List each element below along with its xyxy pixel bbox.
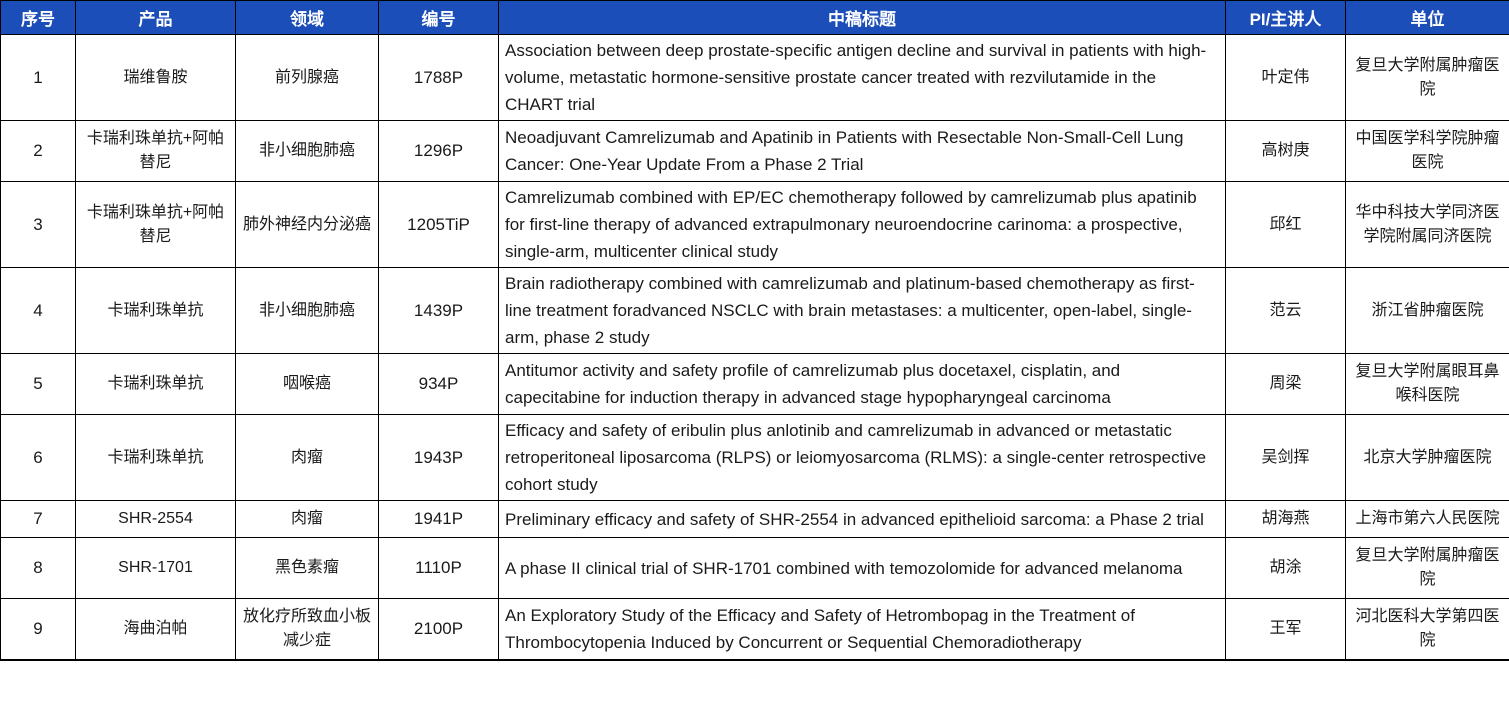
cell-org: 北京大学肿瘤医院 [1345, 414, 1509, 501]
cell-title: Efficacy and safety of eribulin plus anl… [498, 414, 1226, 501]
cell-index: 9 [0, 598, 76, 661]
cell-product: 卡瑞利珠单抗 [75, 267, 236, 354]
table-row: 2 卡瑞利珠单抗+阿帕替尼 非小细胞肺癌 1296P Neoadjuvant Camre… [0, 120, 1509, 182]
cell-field: 咽喉癌 [235, 353, 379, 415]
cell-index: 2 [0, 120, 76, 182]
cell-product: 海曲泊帕 [75, 598, 236, 661]
cell-code: 1110P [378, 537, 499, 599]
cell-title: A phase II clinical trial of SHR-1701 co… [498, 537, 1226, 599]
cell-org: 河北医科大学第四医院 [1345, 598, 1509, 661]
cell-index: 1 [0, 34, 76, 121]
cell-org: 复旦大学附属肿瘤医院 [1345, 537, 1509, 599]
cell-org: 复旦大学附属肿瘤医院 [1345, 34, 1509, 121]
cell-product: 卡瑞利珠单抗+阿帕替尼 [75, 181, 236, 268]
table-body: 1 瑞维鲁胺 前列腺癌 1788P Association between deep p… [0, 34, 1509, 661]
cell-title: Camrelizumab combined with EP/EC chemoth… [498, 181, 1226, 268]
cell-org: 华中科技大学同济医学院附属同济医院 [1345, 181, 1509, 268]
header-cell-org: 单位 [1345, 0, 1509, 35]
cell-field: 黑色素瘤 [235, 537, 379, 599]
cell-product: 卡瑞利珠单抗 [75, 353, 236, 415]
cell-code: 1943P [378, 414, 499, 501]
cell-field: 非小细胞肺癌 [235, 120, 379, 182]
cell-index: 4 [0, 267, 76, 354]
table-row: 8 SHR-1701 黑色素瘤 1110P A phase II clinical tr… [0, 537, 1509, 599]
cell-pi: 叶定伟 [1225, 34, 1346, 121]
cell-org: 上海市第六人民医院 [1345, 500, 1509, 538]
table-row: 4 卡瑞利珠单抗 非小细胞肺癌 1439P Brain radiotherapy com… [0, 267, 1509, 354]
table-row: 1 瑞维鲁胺 前列腺癌 1788P Association between deep p… [0, 34, 1509, 121]
cell-index: 5 [0, 353, 76, 415]
cell-field: 放化疗所致血小板减少症 [235, 598, 379, 661]
cell-pi: 高树庚 [1225, 120, 1346, 182]
cell-field: 肉瘤 [235, 414, 379, 501]
cell-pi: 吴剑挥 [1225, 414, 1346, 501]
cell-field: 前列腺癌 [235, 34, 379, 121]
cell-code: 1439P [378, 267, 499, 354]
header-cell-product: 产品 [75, 0, 236, 35]
header-cell-index: 序号 [0, 0, 76, 35]
cell-pi: 胡海燕 [1225, 500, 1346, 538]
cell-pi: 王军 [1225, 598, 1346, 661]
cell-code: 1941P [378, 500, 499, 538]
table-header: 序号 产品 领域 编号 中稿标题 PI/主讲人 单位 [0, 0, 1509, 35]
cell-title: Brain radiotherapy combined with camreli… [498, 267, 1226, 354]
table-row: 6 卡瑞利珠单抗 肉瘤 1943P Efficacy and safety of eri… [0, 414, 1509, 501]
table-row: 5 卡瑞利珠单抗 咽喉癌 934P Antitumor activity and saf… [0, 353, 1509, 415]
cell-index: 7 [0, 500, 76, 538]
cell-code: 1788P [378, 34, 499, 121]
cell-index: 8 [0, 537, 76, 599]
cell-pi: 邱红 [1225, 181, 1346, 268]
header-cell-title: 中稿标题 [498, 0, 1226, 35]
cell-pi: 胡涂 [1225, 537, 1346, 599]
cell-product: SHR-1701 [75, 537, 236, 599]
cell-product: SHR-2554 [75, 500, 236, 538]
header-cell-code: 编号 [378, 0, 499, 35]
cell-title: Preliminary efficacy and safety of SHR-2… [498, 500, 1226, 538]
cell-pi: 范云 [1225, 267, 1346, 354]
cell-org: 复旦大学附属眼耳鼻喉科医院 [1345, 353, 1509, 415]
cell-code: 2100P [378, 598, 499, 661]
cell-index: 3 [0, 181, 76, 268]
table-row: 7 SHR-2554 肉瘤 1941P Preliminary efficacy and… [0, 500, 1509, 538]
header-cell-pi: PI/主讲人 [1225, 0, 1346, 35]
cell-title: Association between deep prostate-specif… [498, 34, 1226, 121]
cell-org: 中国医学科学院肿瘤医院 [1345, 120, 1509, 182]
cell-product: 瑞维鲁胺 [75, 34, 236, 121]
cell-title: Neoadjuvant Camrelizumab and Apatinib in… [498, 120, 1226, 182]
header-row: 序号 产品 领域 编号 中稿标题 PI/主讲人 单位 [0, 0, 1509, 35]
cell-field: 肉瘤 [235, 500, 379, 538]
abstracts-table: 序号 产品 领域 编号 中稿标题 PI/主讲人 单位 1 瑞维鲁胺 前列腺癌 1788… [0, 0, 1509, 661]
cell-title: Antitumor activity and safety profile of… [498, 353, 1226, 415]
table-row: 3 卡瑞利珠单抗+阿帕替尼 肺外神经内分泌癌 1205TiP Camrelizumab … [0, 181, 1509, 268]
cell-org: 浙江省肿瘤医院 [1345, 267, 1509, 354]
cell-product: 卡瑞利珠单抗 [75, 414, 236, 501]
cell-product: 卡瑞利珠单抗+阿帕替尼 [75, 120, 236, 182]
cell-index: 6 [0, 414, 76, 501]
cell-pi: 周梁 [1225, 353, 1346, 415]
cell-code: 934P [378, 353, 499, 415]
cell-code: 1205TiP [378, 181, 499, 268]
cell-field: 非小细胞肺癌 [235, 267, 379, 354]
table-row: 9 海曲泊帕 放化疗所致血小板减少症 2100P An Exploratory Stud… [0, 598, 1509, 661]
cell-title: An Exploratory Study of the Efficacy and… [498, 598, 1226, 661]
cell-field: 肺外神经内分泌癌 [235, 181, 379, 268]
cell-code: 1296P [378, 120, 499, 182]
header-cell-field: 领域 [235, 0, 379, 35]
